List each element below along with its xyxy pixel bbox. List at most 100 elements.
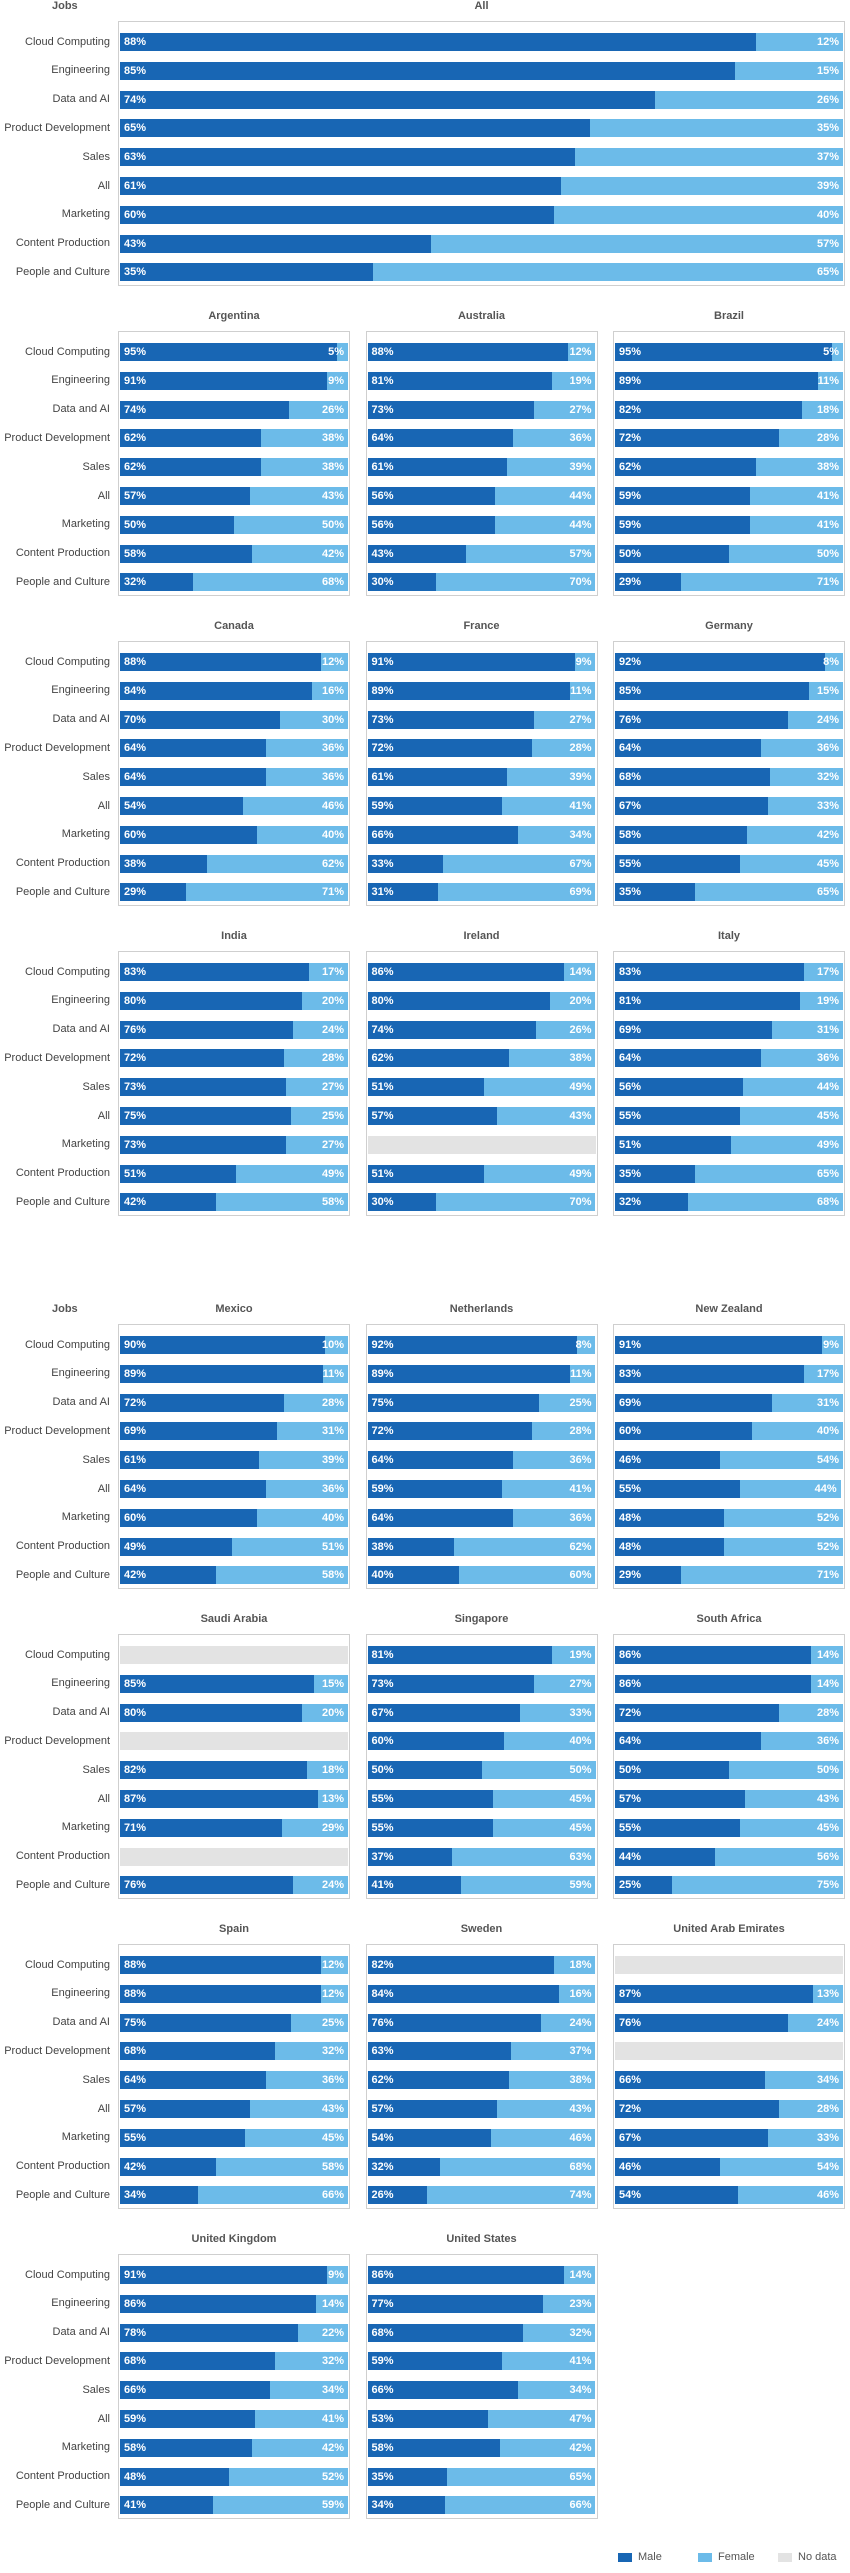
category-label: Sales — [82, 2383, 110, 2396]
male-bar — [120, 1956, 321, 1974]
panel-box — [118, 21, 845, 286]
male-value-label: 63% — [124, 151, 147, 164]
panel-box — [365, 331, 598, 596]
category-label: Content Production — [15, 1540, 110, 1553]
male-bar — [615, 429, 780, 448]
male-value-label: 82% — [619, 403, 642, 416]
male-value-label: 74% — [371, 1023, 394, 1036]
male-value-label: 53% — [371, 2413, 394, 2425]
male-bar — [120, 1480, 266, 1498]
male-bar — [120, 148, 576, 167]
female-bar — [245, 2128, 348, 2147]
female-bar — [513, 1451, 596, 1470]
male-value-label: 84% — [124, 684, 147, 697]
male-bar — [120, 515, 234, 534]
male-bar — [367, 854, 443, 873]
male-value-label: 33% — [371, 857, 394, 870]
female-value-label: 42% — [816, 828, 839, 841]
female-value-label: 9% — [823, 1339, 839, 1351]
female-value-label: 50% — [569, 1764, 592, 1777]
male-bar — [120, 2467, 230, 2486]
female-value-label: 41% — [816, 518, 839, 531]
male-bar — [120, 1703, 303, 1722]
male-value-label: 91% — [619, 1339, 642, 1351]
male-bar — [615, 1818, 741, 1837]
female-bar — [488, 2410, 596, 2428]
panel-box — [613, 331, 845, 596]
male-value-label: 40% — [371, 1569, 394, 1582]
male-value-label: 80% — [124, 994, 147, 1007]
male-bar — [367, 1732, 505, 1751]
male-bar — [367, 1336, 578, 1354]
female-value-label: 34% — [321, 2384, 344, 2397]
male-bar — [120, 1393, 285, 1412]
male-bar — [615, 2071, 766, 2090]
male-value-label: 51% — [619, 1138, 642, 1151]
female-value-label: 24% — [816, 2016, 839, 2029]
female-bar — [508, 1049, 596, 1068]
female-bar — [265, 1480, 348, 1498]
female-value-label: 71% — [816, 1569, 839, 1582]
male-bar — [367, 2128, 491, 2147]
female-bar — [327, 371, 348, 390]
female-value-label: 18% — [321, 1764, 344, 1777]
female-value-label: 5% — [328, 346, 344, 358]
male-value-label: 66% — [619, 2074, 642, 2087]
male-value-label: 74% — [124, 403, 147, 416]
female-bar — [767, 2128, 843, 2147]
male-value-label: 29% — [619, 1569, 642, 1582]
male-value-label: 35% — [371, 2470, 394, 2483]
male-bar — [120, 119, 590, 138]
category-label: Marketing — [61, 518, 110, 531]
female-bar — [215, 1193, 348, 1212]
female-value-label: 57% — [816, 237, 839, 250]
female-value-label: 14% — [569, 966, 592, 978]
male-bar — [367, 1020, 537, 1039]
female-value-label: 58% — [321, 2160, 344, 2173]
female-bar — [256, 825, 348, 844]
female-value-label: 42% — [321, 547, 344, 560]
female-value-label: 39% — [569, 461, 592, 474]
category-label: Cloud Computing — [25, 1958, 110, 1971]
female-bar — [738, 2186, 843, 2205]
no-data-bar — [367, 1135, 596, 1154]
male-value-label: 64% — [619, 1735, 642, 1748]
male-bar — [615, 1480, 741, 1498]
female-bar — [772, 1393, 843, 1412]
female-bar — [286, 1078, 348, 1097]
female-value-label: 44% — [814, 1483, 837, 1495]
male-value-label: 59% — [371, 2355, 394, 2368]
male-bar — [367, 1566, 459, 1585]
female-value-label: 32% — [321, 2045, 344, 2058]
female-bar — [259, 1451, 348, 1470]
male-value-label: 72% — [619, 2103, 642, 2115]
female-bar — [325, 1336, 348, 1354]
male-bar — [120, 90, 656, 109]
male-bar — [367, 1193, 436, 1212]
male-value-label: 68% — [124, 2045, 147, 2058]
male-bar — [367, 1164, 484, 1183]
female-value-label: 38% — [321, 461, 344, 474]
male-bar — [615, 768, 771, 787]
male-bar — [615, 1566, 682, 1585]
male-value-label: 55% — [619, 1110, 642, 1122]
female-bar — [306, 1761, 348, 1780]
female-bar — [215, 1566, 348, 1585]
male-value-label: 73% — [371, 403, 394, 416]
category-label: Sales — [82, 770, 110, 783]
legend-swatch — [778, 2553, 792, 2562]
male-value-label: 74% — [124, 93, 147, 106]
female-bar — [574, 653, 596, 671]
female-value-label: 26% — [816, 93, 839, 106]
male-value-label: 59% — [619, 518, 642, 531]
male-bar — [120, 1818, 282, 1837]
female-value-label: 31% — [816, 1396, 839, 1409]
female-bar — [563, 2266, 596, 2284]
female-value-label: 49% — [321, 1167, 344, 1180]
female-value-label: 30% — [321, 713, 344, 726]
male-bar — [367, 515, 496, 534]
male-bar — [615, 991, 800, 1010]
male-value-label: 49% — [124, 1540, 147, 1553]
female-value-label: 45% — [321, 2131, 344, 2144]
male-value-label: 59% — [619, 490, 642, 502]
